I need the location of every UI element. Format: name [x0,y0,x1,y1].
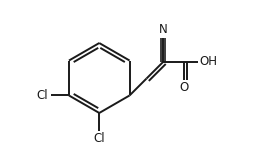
Text: O: O [179,81,188,94]
Text: OH: OH [199,55,217,68]
Text: N: N [159,23,168,36]
Text: Cl: Cl [36,89,48,102]
Text: Cl: Cl [93,132,105,146]
